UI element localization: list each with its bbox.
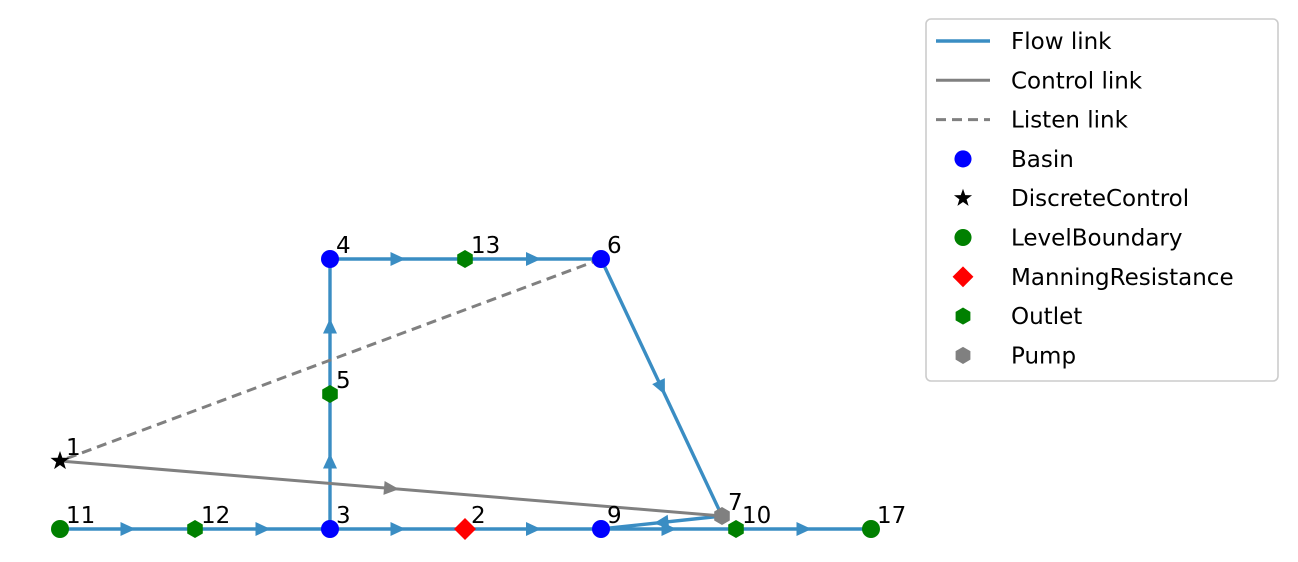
- flow-arrow-7-9: [653, 514, 670, 529]
- legend-circle-icon: [954, 228, 972, 247]
- node-label-13: 13: [471, 233, 500, 259]
- node-label-11: 11: [66, 503, 95, 529]
- legend-frame: [925, 18, 1279, 382]
- legend-hexagon-icon: [955, 307, 971, 325]
- node-label-7: 7: [728, 490, 743, 516]
- listen-link-6-1: [59, 257, 602, 463]
- flow-arrow-5-4: [323, 318, 337, 334]
- node-6-circle-icon: [592, 250, 610, 268]
- links-layer: [59, 252, 871, 536]
- legend-label: Control link: [1011, 68, 1143, 94]
- flow-arrow-3-5: [323, 453, 337, 469]
- legend-label: Pump: [1011, 343, 1076, 369]
- legend-label: ManningResistance: [1011, 265, 1234, 291]
- node-7-hexagon-icon: [714, 507, 730, 525]
- node-label-6: 6: [607, 233, 622, 259]
- flow-arrow-12-3: [255, 522, 271, 536]
- flow-arrow-11-12: [120, 522, 136, 536]
- flow-arrow-10-17: [796, 522, 812, 536]
- node-label-9: 9: [607, 503, 622, 529]
- legend-label: Listen link: [1011, 108, 1129, 134]
- node-label-3: 3: [336, 503, 351, 529]
- legend-hexagon-icon: [955, 346, 971, 364]
- legend: Flow link Control link Listen link Basin Dis…: [925, 18, 1279, 382]
- flow-arrow-2-9: [526, 522, 541, 536]
- node-2-diamond-icon: [454, 518, 476, 540]
- node-4-circle-icon: [321, 250, 339, 268]
- flow-arrow-3-2: [390, 522, 406, 536]
- node-10-hexagon-icon: [728, 520, 744, 538]
- node-17-circle-icon: [862, 520, 880, 538]
- node-label-10: 10: [742, 503, 771, 529]
- legend-circle-icon: [954, 150, 972, 168]
- flow-arrow-6-7: [652, 378, 665, 395]
- flow-arrow-13-6: [526, 252, 541, 266]
- legend-label: LevelBoundary: [1011, 226, 1182, 252]
- legend-label: Outlet: [1011, 304, 1082, 330]
- node-3-circle-icon: [321, 520, 339, 538]
- legend-label: DiscreteControl: [1011, 186, 1189, 212]
- control-arrow-1-7: [383, 480, 399, 495]
- node-1-star-icon: [50, 451, 70, 470]
- legend-diamond-icon: [952, 266, 974, 288]
- node-11-circle-icon: [51, 520, 69, 538]
- flow-arrow-4-13: [390, 252, 406, 266]
- node-9-circle-icon: [592, 520, 610, 538]
- node-label-1: 1: [66, 435, 81, 461]
- legend-star-icon: [953, 188, 973, 206]
- node-13-hexagon-icon: [457, 250, 473, 268]
- node-label-4: 4: [336, 233, 351, 259]
- node-label-12: 12: [201, 503, 230, 529]
- legend-label: Basin: [1011, 147, 1074, 173]
- nodes-layer: [50, 250, 880, 540]
- node-5-hexagon-icon: [322, 385, 338, 403]
- node-label-5: 5: [336, 368, 351, 394]
- legend-label: Flow link: [1011, 29, 1112, 55]
- node-label-2: 2: [471, 503, 486, 529]
- node-label-17: 17: [877, 503, 906, 529]
- node-12-hexagon-icon: [187, 520, 203, 538]
